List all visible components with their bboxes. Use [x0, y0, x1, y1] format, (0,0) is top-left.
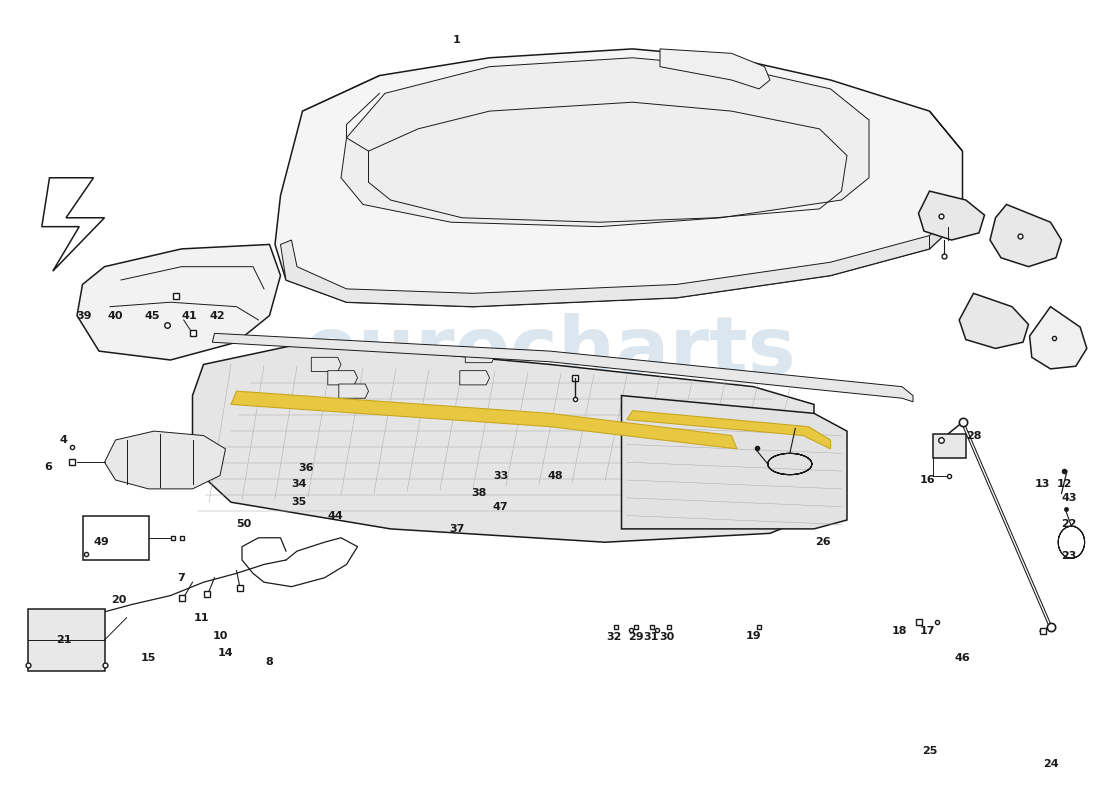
Polygon shape — [460, 370, 490, 385]
Polygon shape — [212, 334, 913, 402]
Text: 23: 23 — [1062, 550, 1077, 561]
Text: 7: 7 — [177, 573, 186, 582]
Polygon shape — [341, 58, 869, 226]
Text: a passion for parts since 1985: a passion for parts since 1985 — [414, 439, 686, 457]
Polygon shape — [930, 111, 962, 249]
Polygon shape — [280, 235, 930, 306]
Text: 35: 35 — [292, 498, 307, 507]
Polygon shape — [627, 410, 830, 449]
Text: 16: 16 — [920, 475, 935, 485]
Text: 19: 19 — [746, 630, 761, 641]
Text: 36: 36 — [298, 463, 314, 474]
Text: 44: 44 — [328, 510, 343, 521]
Text: 13: 13 — [1035, 479, 1050, 490]
Text: 26: 26 — [815, 538, 830, 547]
Text: 42: 42 — [210, 310, 225, 321]
Text: 39: 39 — [76, 310, 91, 321]
Text: 8: 8 — [265, 658, 274, 667]
Text: 6: 6 — [44, 462, 53, 472]
Polygon shape — [465, 349, 495, 362]
Polygon shape — [231, 391, 737, 449]
Text: 10: 10 — [212, 630, 228, 641]
Text: 30: 30 — [659, 632, 674, 642]
Text: 45: 45 — [144, 310, 159, 321]
Text: 25: 25 — [922, 746, 937, 756]
Text: 33: 33 — [493, 470, 508, 481]
Polygon shape — [339, 384, 369, 398]
Polygon shape — [959, 294, 1028, 349]
Text: 28: 28 — [966, 430, 981, 441]
Polygon shape — [990, 205, 1062, 266]
Text: 15: 15 — [141, 653, 156, 662]
Text: 43: 43 — [1062, 493, 1077, 502]
Text: 38: 38 — [471, 488, 486, 498]
Text: 4: 4 — [59, 435, 68, 445]
Polygon shape — [660, 49, 770, 89]
Text: 37: 37 — [449, 524, 464, 534]
Text: 46: 46 — [955, 653, 970, 662]
Polygon shape — [42, 178, 104, 271]
Text: 34: 34 — [292, 479, 307, 490]
Polygon shape — [28, 609, 105, 671]
Text: 14: 14 — [218, 648, 233, 658]
Text: 24: 24 — [1043, 759, 1058, 770]
Polygon shape — [192, 342, 814, 542]
Text: 31: 31 — [644, 632, 659, 642]
Polygon shape — [104, 431, 226, 489]
Text: 11: 11 — [194, 613, 209, 622]
Text: 29: 29 — [628, 632, 643, 642]
Polygon shape — [933, 434, 966, 458]
Text: 18: 18 — [892, 626, 907, 636]
Text: 41: 41 — [182, 310, 197, 321]
Polygon shape — [275, 49, 962, 306]
Text: 32: 32 — [606, 632, 621, 642]
Polygon shape — [1030, 306, 1087, 369]
Polygon shape — [311, 358, 341, 371]
Text: 21: 21 — [56, 635, 72, 645]
Text: 50: 50 — [236, 519, 252, 530]
Text: 17: 17 — [920, 626, 935, 636]
Text: 49: 49 — [94, 538, 109, 547]
Text: 40: 40 — [108, 310, 123, 321]
Polygon shape — [82, 515, 148, 560]
Polygon shape — [77, 245, 280, 360]
Text: 48: 48 — [548, 470, 563, 481]
Text: eurocharts: eurocharts — [304, 313, 796, 391]
Text: 22: 22 — [1062, 519, 1077, 530]
Text: 20: 20 — [111, 595, 126, 605]
Text: 12: 12 — [1057, 479, 1072, 490]
Text: 47: 47 — [493, 502, 508, 512]
Polygon shape — [328, 370, 358, 385]
Polygon shape — [621, 395, 847, 529]
Text: 1: 1 — [452, 35, 461, 45]
Polygon shape — [918, 191, 984, 240]
